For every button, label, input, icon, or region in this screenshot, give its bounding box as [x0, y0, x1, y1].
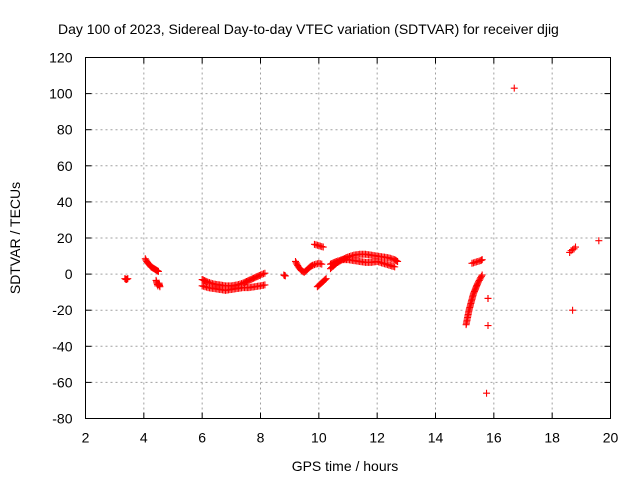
x-tick-label: 14 [428, 430, 444, 446]
data-point [391, 263, 399, 271]
data-point [394, 257, 402, 265]
x-axis-label: GPS time / hours [292, 458, 399, 474]
data-point [484, 294, 492, 302]
data-point [318, 260, 326, 268]
data-point [124, 275, 132, 283]
y-axis-label: SDTVAR / TECUs [7, 182, 23, 294]
x-tick-label: 8 [257, 430, 265, 446]
data-point [393, 257, 401, 265]
data-point [510, 84, 518, 92]
data-point [322, 275, 330, 283]
x-tick-label: 4 [140, 430, 148, 446]
x-tick-label: 20 [603, 430, 619, 446]
x-tick-label: 10 [311, 430, 327, 446]
data-point [156, 283, 164, 291]
data-point [321, 276, 329, 284]
plot-frame [85, 57, 611, 419]
y-tick-label: 20 [57, 230, 73, 246]
y-tick-label: -20 [52, 302, 72, 318]
x-tick-label: 2 [82, 430, 90, 446]
x-tick-label: 18 [544, 430, 560, 446]
y-tick-label: 60 [57, 158, 73, 174]
data-point [319, 243, 327, 251]
data-point [484, 322, 492, 330]
y-tick-label: 80 [57, 122, 73, 138]
y-tick-label: 100 [49, 86, 73, 102]
data-point [478, 271, 486, 279]
ticks-layer: 2 4 6 8 10 12 14 16 18 20 -80 -60 -40 -20 0 20 40 60 80 100… [49, 50, 618, 446]
x-tick-label: 16 [486, 430, 502, 446]
data-point [478, 256, 486, 264]
data-point [477, 272, 485, 280]
data-point [154, 267, 162, 275]
data-point [261, 281, 269, 289]
x-tick-label: 12 [369, 430, 385, 446]
data-point [259, 270, 267, 278]
grid-layer [85, 57, 611, 419]
chart-title: Day 100 of 2023, Sidereal Day-to-day VTE… [58, 21, 559, 37]
data-point [281, 272, 289, 280]
x-tick-label: 6 [198, 430, 206, 446]
y-tick-label: 40 [57, 194, 73, 210]
data-points [121, 84, 603, 397]
y-tick-label: 0 [65, 266, 73, 282]
data-point [569, 306, 577, 314]
data-point [261, 269, 269, 277]
data-point [595, 237, 603, 245]
y-tick-label: 120 [49, 50, 73, 66]
y-tick-label: -40 [52, 338, 72, 354]
y-tick-label: -60 [52, 374, 72, 390]
y-tick-label: -80 [52, 411, 72, 427]
data-point [483, 389, 491, 397]
data-point [572, 243, 579, 251]
data-point [258, 270, 266, 278]
data-point [257, 271, 264, 279]
